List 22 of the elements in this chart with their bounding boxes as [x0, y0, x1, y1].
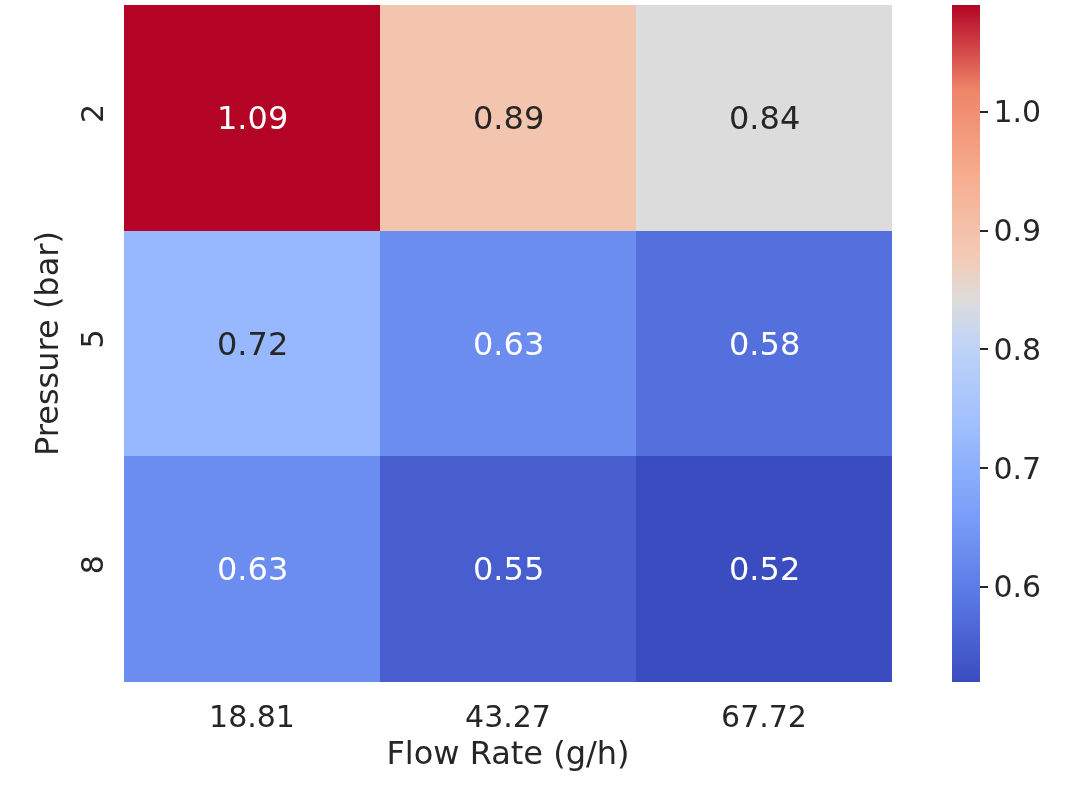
color-bar-label: 1.0 — [993, 94, 1042, 130]
data-label: 0.84 — [729, 99, 801, 137]
data-label: 1.09 — [217, 99, 289, 137]
data-label: 0.63 — [217, 550, 289, 588]
color-bar-label: 0.6 — [993, 569, 1042, 605]
y-tick-label: 2 — [75, 103, 110, 123]
y-tick-label: 5 — [75, 329, 110, 349]
data-label: 0.89 — [473, 99, 545, 137]
x-tick-label: 43.27 — [465, 699, 551, 734]
data-label: 0.55 — [473, 550, 545, 588]
data-label: 0.58 — [729, 325, 801, 363]
color-bar-label: 0.7 — [993, 450, 1042, 486]
color-bar-label: 0.8 — [993, 331, 1042, 367]
data-label: 0.52 — [729, 550, 801, 588]
y-tick-label: 8 — [75, 555, 110, 575]
data-label: 0.63 — [473, 325, 545, 363]
x-axis-title: Flow Rate (g/h) — [386, 734, 630, 772]
data-label: 0.72 — [217, 325, 289, 363]
y-axis-title: Pressure (bar) — [28, 231, 67, 456]
x-tick-label: 18.81 — [209, 699, 295, 734]
x-tick-label: 67.72 — [721, 699, 807, 734]
color-bar-label: 0.9 — [993, 213, 1042, 249]
